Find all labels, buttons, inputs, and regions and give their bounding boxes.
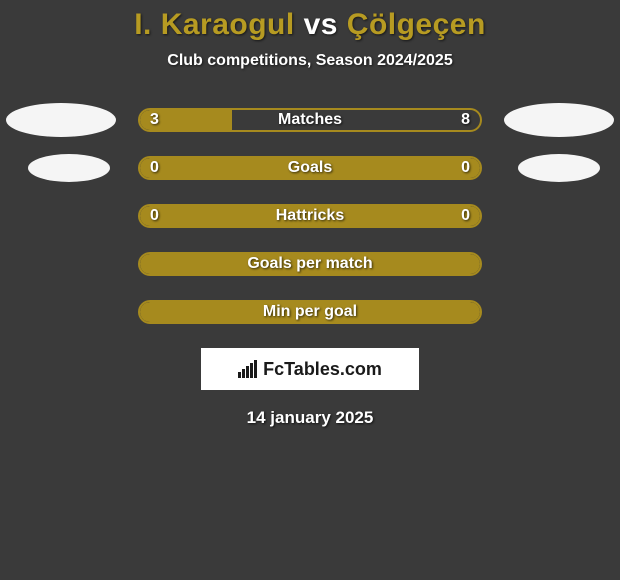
stat-bar: Min per goal xyxy=(138,300,482,324)
stat-bar: 0 0Hattricks xyxy=(138,204,482,228)
logo-bars-icon xyxy=(238,360,257,378)
stat-row: Goals per match xyxy=(0,252,620,276)
comparison-infographic: I. Karaogul vs Çölgeçen Club competition… xyxy=(0,0,620,428)
stat-value-right: 8 xyxy=(451,110,480,130)
player1-name: I. Karaogul xyxy=(134,8,295,41)
logo-text: FcTables.com xyxy=(263,359,382,380)
stat-bar: Goals per match xyxy=(138,252,482,276)
stat-value-left: 3 xyxy=(140,110,169,130)
stat-row: 0 0Hattricks xyxy=(0,204,620,228)
stat-value-right: 0 xyxy=(451,206,480,226)
player1-badge xyxy=(6,103,116,137)
player2-badge xyxy=(504,103,614,137)
logo-box: FcTables.com xyxy=(201,348,419,390)
stat-rows: 38Matches00Goals00HattricksGoals per mat… xyxy=(0,108,620,324)
stat-value-right: 0 xyxy=(451,158,480,178)
stat-label: Min per goal xyxy=(140,302,480,322)
stat-row: 0 0Goals xyxy=(0,156,620,180)
stat-row: 3 8Matches xyxy=(0,108,620,132)
stat-value-left: 0 xyxy=(140,206,169,226)
footer-date: 14 january 2025 xyxy=(0,408,620,428)
stat-row: Min per goal xyxy=(0,300,620,324)
page-title: I. Karaogul vs Çölgeçen xyxy=(0,8,620,42)
player2-badge-small xyxy=(518,154,600,182)
stat-bar: 0 0Goals xyxy=(138,156,482,180)
stat-label: Goals per match xyxy=(140,254,480,274)
stat-bar: 3 8Matches xyxy=(138,108,482,132)
stat-label: Hattricks xyxy=(140,206,480,226)
stat-label: Goals xyxy=(140,158,480,178)
player2-name: Çölgeçen xyxy=(347,8,486,41)
vs-text: vs xyxy=(304,8,338,41)
stat-label: Matches xyxy=(140,110,480,130)
subtitle: Club competitions, Season 2024/2025 xyxy=(0,52,620,70)
stat-value-left: 0 xyxy=(140,158,169,178)
logo: FcTables.com xyxy=(238,359,382,380)
player1-badge-small xyxy=(28,154,110,182)
